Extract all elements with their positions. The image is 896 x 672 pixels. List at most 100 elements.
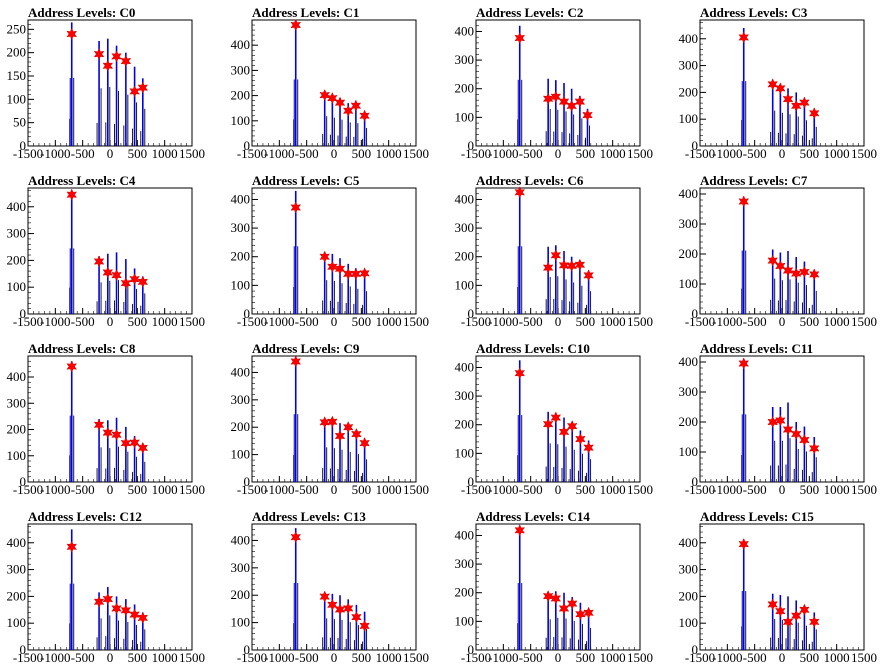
x-tick-label: -1500	[237, 146, 267, 161]
peak-marker	[799, 603, 810, 616]
peak-marker	[359, 436, 370, 450]
peak-marker	[137, 275, 149, 288]
y-tick-label: 0	[20, 306, 27, 321]
y-tick-label: 400	[679, 354, 699, 369]
y-tick-label: 0	[20, 642, 27, 657]
x-tick-label: 0	[107, 482, 114, 497]
panel-title: Address Levels: C3	[700, 5, 808, 20]
peak-marker	[799, 265, 810, 279]
y-tick-label: 300	[679, 562, 699, 577]
y-tick-label: 300	[679, 58, 699, 73]
peak-marker	[550, 592, 562, 605]
x-tick-label: 1500	[627, 482, 653, 497]
peak-marker	[782, 615, 794, 628]
y-tick-label: 0	[692, 474, 699, 489]
x-tick-label: 0	[107, 650, 114, 665]
peak-marker	[290, 18, 302, 32]
peak-marker	[102, 266, 114, 279]
x-tick-label: 500	[352, 482, 372, 497]
x-tick-label: 1500	[403, 650, 429, 665]
y-tick-label: 0	[20, 138, 27, 153]
peak-marker	[583, 269, 594, 282]
x-tick-label: 1500	[179, 146, 205, 161]
y-tick-label: 0	[468, 642, 475, 657]
y-tick-label: 300	[455, 220, 475, 235]
peak-marker	[514, 367, 526, 380]
y-tick-label: 300	[455, 556, 475, 571]
x-tick-label: -1500	[237, 314, 267, 329]
x-tick-label: -1500	[461, 314, 491, 329]
y-tick-label: 200	[679, 246, 699, 261]
y-tick-label: 400	[455, 359, 475, 374]
peak-marker	[542, 590, 554, 603]
panel-6: Address Levels: C6 0 100 200 300 400 -1500-100…	[455, 173, 654, 329]
peak-marker	[66, 188, 78, 201]
y-tick-label: 300	[231, 62, 251, 77]
y-tick-label: 400	[7, 369, 27, 384]
x-tick-label: 500	[128, 650, 148, 665]
peak-marker	[738, 195, 750, 208]
x-tick-label: -1500	[13, 146, 43, 161]
x-tick-label: -1000	[40, 314, 70, 329]
x-tick-label: 0	[779, 482, 786, 497]
peak-marker	[66, 540, 78, 553]
x-tick-label: -1000	[488, 314, 518, 329]
peak-marker	[66, 27, 78, 41]
x-tick-label: 1500	[851, 314, 877, 329]
panel-9: Address Levels: C9 0 100 200 300 400 -1500-100…	[231, 341, 430, 497]
x-tick-label: -1000	[712, 314, 742, 329]
peak-marker	[558, 95, 570, 108]
x-tick-label: 500	[576, 146, 596, 161]
x-tick-label: -1000	[488, 482, 518, 497]
peak-marker	[799, 433, 810, 447]
x-tick-label: -1500	[237, 482, 267, 497]
peak-marker	[767, 254, 779, 267]
y-tick-label: 400	[679, 535, 699, 550]
x-tick-label: 0	[331, 482, 338, 497]
peak-marker	[782, 92, 794, 106]
peak-marker	[782, 264, 794, 277]
x-tick-label: 1000	[824, 314, 850, 329]
x-tick-label: 1000	[376, 482, 402, 497]
x-tick-label: 1000	[376, 314, 402, 329]
y-tick-label: 400	[679, 186, 699, 201]
x-tick-label: -1500	[685, 482, 715, 497]
x-tick-label: -1500	[13, 482, 43, 497]
x-tick-label: -1000	[712, 482, 742, 497]
panel-title: Address Levels: C7	[700, 173, 808, 188]
x-tick-label: -1500	[685, 146, 715, 161]
peak-marker	[808, 615, 820, 628]
x-tick-label: 0	[555, 650, 562, 665]
x-tick-label: -1500	[461, 482, 491, 497]
y-tick-label: 400	[231, 191, 251, 206]
y-tick-label: 200	[679, 84, 699, 99]
y-tick-label: 400	[455, 23, 475, 38]
peak-marker	[129, 608, 140, 621]
panel-title: Address Levels: C15	[700, 509, 814, 524]
x-tick-label: 1000	[600, 146, 626, 161]
x-tick-label: -1500	[685, 650, 715, 665]
panel-title: Address Levels: C0	[28, 5, 135, 20]
x-tick-label: 500	[128, 482, 148, 497]
x-tick-label: 1500	[403, 146, 429, 161]
peak-marker	[359, 619, 370, 633]
x-tick-label: 1500	[403, 482, 429, 497]
x-tick-label: 1500	[179, 650, 205, 665]
x-tick-label: 1000	[152, 314, 178, 329]
peak-marker	[514, 31, 526, 45]
x-tick-label: 500	[576, 482, 596, 497]
x-tick-label: 0	[779, 314, 786, 329]
x-tick-label: 0	[107, 314, 114, 329]
y-tick-label: 200	[679, 414, 699, 429]
x-tick-label: -500	[71, 146, 95, 161]
x-tick-label: 1000	[600, 650, 626, 665]
peak-marker	[102, 59, 114, 72]
panel-4: Address Levels: C4 0 100 200 300 400 -1500-100…	[7, 173, 206, 329]
y-tick-label: 100	[679, 444, 699, 459]
panel-12: Address Levels: C12 0 100 200 300 400 -1500-10…	[7, 509, 206, 665]
x-tick-label: -1500	[13, 314, 43, 329]
panel-0: Address Levels: C0 0 50 100 150 200 250 -1500-1…	[7, 5, 206, 161]
panel-title: Address Levels: C12	[28, 509, 142, 524]
y-tick-label: 100	[7, 615, 27, 630]
